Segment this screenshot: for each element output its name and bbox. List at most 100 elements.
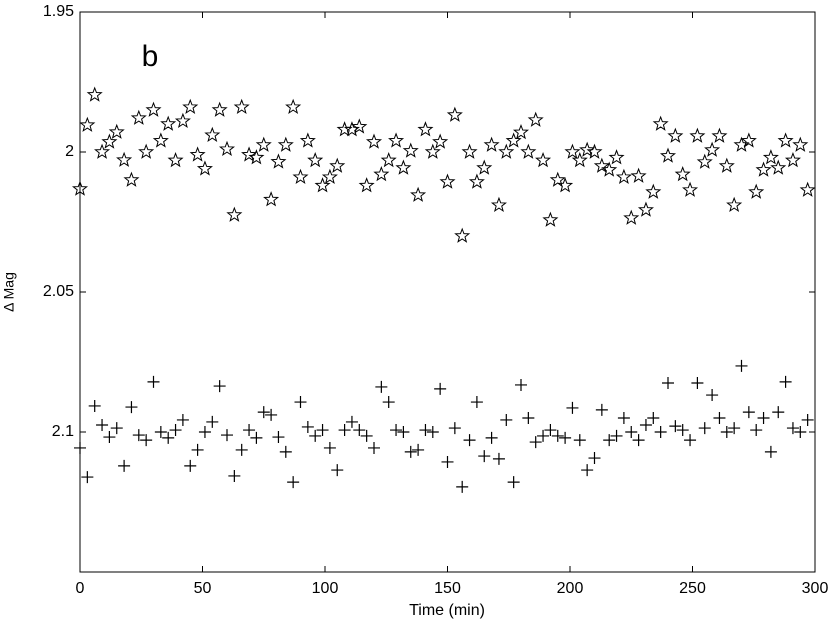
plus-marker <box>132 429 145 442</box>
plus-marker <box>595 403 608 416</box>
plus-marker <box>176 413 189 426</box>
plus-marker <box>786 422 799 435</box>
plus-marker <box>691 377 704 389</box>
star-marker <box>71 180 89 196</box>
plus-marker <box>353 424 366 437</box>
plus-marker <box>309 429 322 442</box>
star-marker <box>454 227 471 243</box>
plus-marker <box>368 441 380 454</box>
star-marker <box>432 133 449 149</box>
star-marker <box>520 143 537 159</box>
star-marker <box>615 168 632 185</box>
star-marker <box>645 183 662 199</box>
star-marker <box>740 132 757 148</box>
plus-marker <box>441 455 454 468</box>
star-marker <box>784 151 801 168</box>
annotation: b <box>142 40 159 73</box>
star-marker <box>623 209 640 225</box>
plus-marker <box>639 419 652 431</box>
plus-marker <box>764 445 777 458</box>
plus-marker <box>529 436 542 449</box>
plus-marker <box>735 359 748 372</box>
plus-marker <box>772 406 785 419</box>
star-marker <box>439 173 456 189</box>
x-tick-label: 50 <box>194 580 212 597</box>
plus-marker <box>713 412 726 424</box>
star-marker <box>263 191 280 207</box>
star-marker <box>689 127 706 143</box>
star-marker <box>380 151 397 168</box>
star-marker <box>483 136 500 152</box>
star-marker <box>255 136 272 152</box>
star-marker <box>358 177 375 193</box>
star-marker <box>248 149 265 165</box>
star-marker <box>726 196 743 213</box>
plus-marker <box>485 431 498 444</box>
plus-marker <box>794 426 807 438</box>
star-marker <box>233 98 250 115</box>
x-axis-label: Time (min) <box>409 602 485 619</box>
plus-marker <box>228 469 241 482</box>
star-marker <box>601 161 618 177</box>
plus-marker <box>250 431 263 444</box>
plus-marker <box>147 375 160 388</box>
plus-marker <box>198 426 211 438</box>
plus-marker <box>507 476 520 489</box>
star-marker <box>696 153 713 169</box>
plus-marker <box>397 426 410 438</box>
star-marker <box>490 196 507 213</box>
plus-marker <box>573 434 586 447</box>
y-tick-label: 2 <box>65 143 74 160</box>
star-marker <box>512 123 530 140</box>
star-marker <box>388 132 405 148</box>
plus-marker <box>742 406 755 419</box>
star-marker <box>174 112 191 129</box>
plus-marker <box>544 424 557 437</box>
plus-marker <box>323 441 336 454</box>
star-marker <box>365 133 383 149</box>
star-marker <box>586 143 603 159</box>
star-marker <box>307 151 324 168</box>
y-axis-label: Δ Mag <box>1 272 17 312</box>
plus-marker <box>154 426 167 438</box>
plus-marker <box>279 445 292 458</box>
star-marker <box>549 171 566 187</box>
star-marker <box>505 132 522 148</box>
star-marker <box>395 159 412 175</box>
plus-marker <box>382 396 395 409</box>
star-marker <box>101 133 118 149</box>
star-marker <box>748 183 765 199</box>
plus-marker <box>603 434 616 447</box>
plus-marker <box>345 415 358 428</box>
plus-marker <box>301 420 314 433</box>
x-tick-label: 200 <box>557 580 584 597</box>
plus-marker <box>103 431 116 444</box>
star-marker <box>145 101 162 117</box>
plus-marker <box>706 389 719 402</box>
star-marker <box>108 123 125 139</box>
star-marker <box>79 116 96 132</box>
star-marker <box>167 151 184 168</box>
star-marker <box>182 98 199 115</box>
plus-marker <box>243 424 256 437</box>
plus-marker <box>88 399 101 412</box>
star-marker <box>630 167 647 183</box>
star-marker <box>314 177 331 193</box>
plus-marker <box>96 419 109 431</box>
plus-marker <box>478 450 491 463</box>
plus-marker <box>801 413 814 426</box>
plus-marker <box>169 424 182 437</box>
star-marker <box>799 181 816 197</box>
plus-marker <box>287 476 300 489</box>
star-marker <box>535 151 552 168</box>
star-marker <box>160 115 177 131</box>
star-marker <box>138 143 155 159</box>
plus-marker <box>750 424 763 437</box>
star-marker <box>424 143 441 159</box>
plus-marker <box>331 464 344 477</box>
star-marker <box>189 146 206 162</box>
plus-marker <box>316 424 329 437</box>
y-tick-label: 1.95 <box>43 3 74 20</box>
star-marker <box>792 136 809 152</box>
